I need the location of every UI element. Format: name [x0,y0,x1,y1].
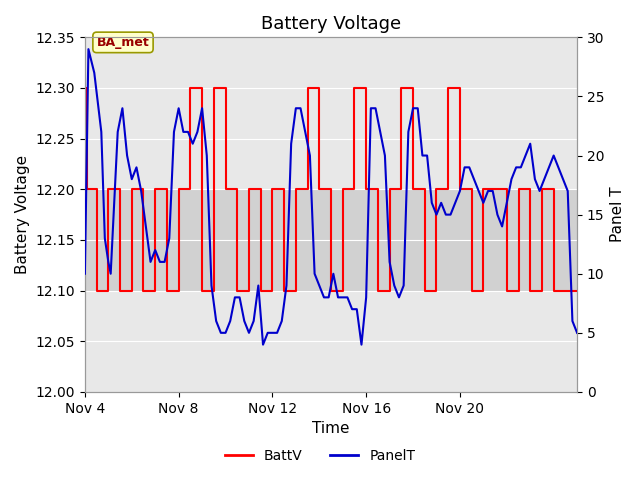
Y-axis label: Panel T: Panel T [610,187,625,242]
Title: Battery Voltage: Battery Voltage [261,15,401,33]
Y-axis label: Battery Voltage: Battery Voltage [15,155,30,274]
Bar [85,189,577,290]
X-axis label: Time: Time [312,421,349,436]
Legend: BattV, PanelT: BattV, PanelT [220,443,420,468]
Text: BA_met: BA_met [97,36,149,49]
